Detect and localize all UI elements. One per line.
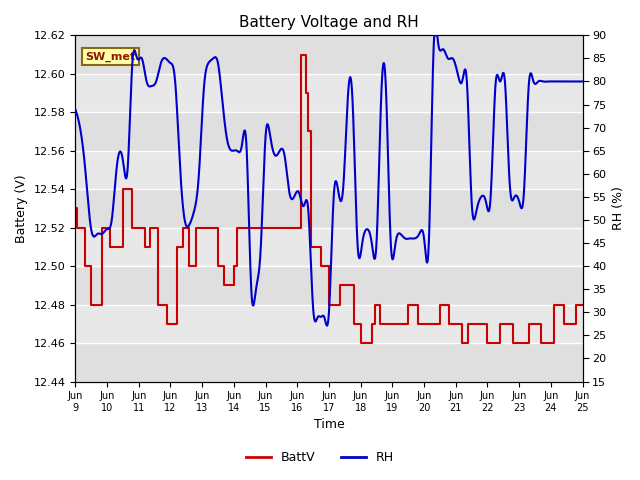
Text: SW_met: SW_met bbox=[85, 51, 136, 62]
Bar bbox=[76, 189, 582, 228]
Legend: BattV, RH: BattV, RH bbox=[241, 446, 399, 469]
Y-axis label: Battery (V): Battery (V) bbox=[15, 174, 28, 243]
X-axis label: Time: Time bbox=[314, 419, 344, 432]
Y-axis label: RH (%): RH (%) bbox=[612, 187, 625, 230]
Bar bbox=[76, 36, 582, 74]
Bar bbox=[76, 266, 582, 305]
Bar bbox=[76, 343, 582, 382]
Bar bbox=[76, 112, 582, 151]
Title: Battery Voltage and RH: Battery Voltage and RH bbox=[239, 15, 419, 30]
